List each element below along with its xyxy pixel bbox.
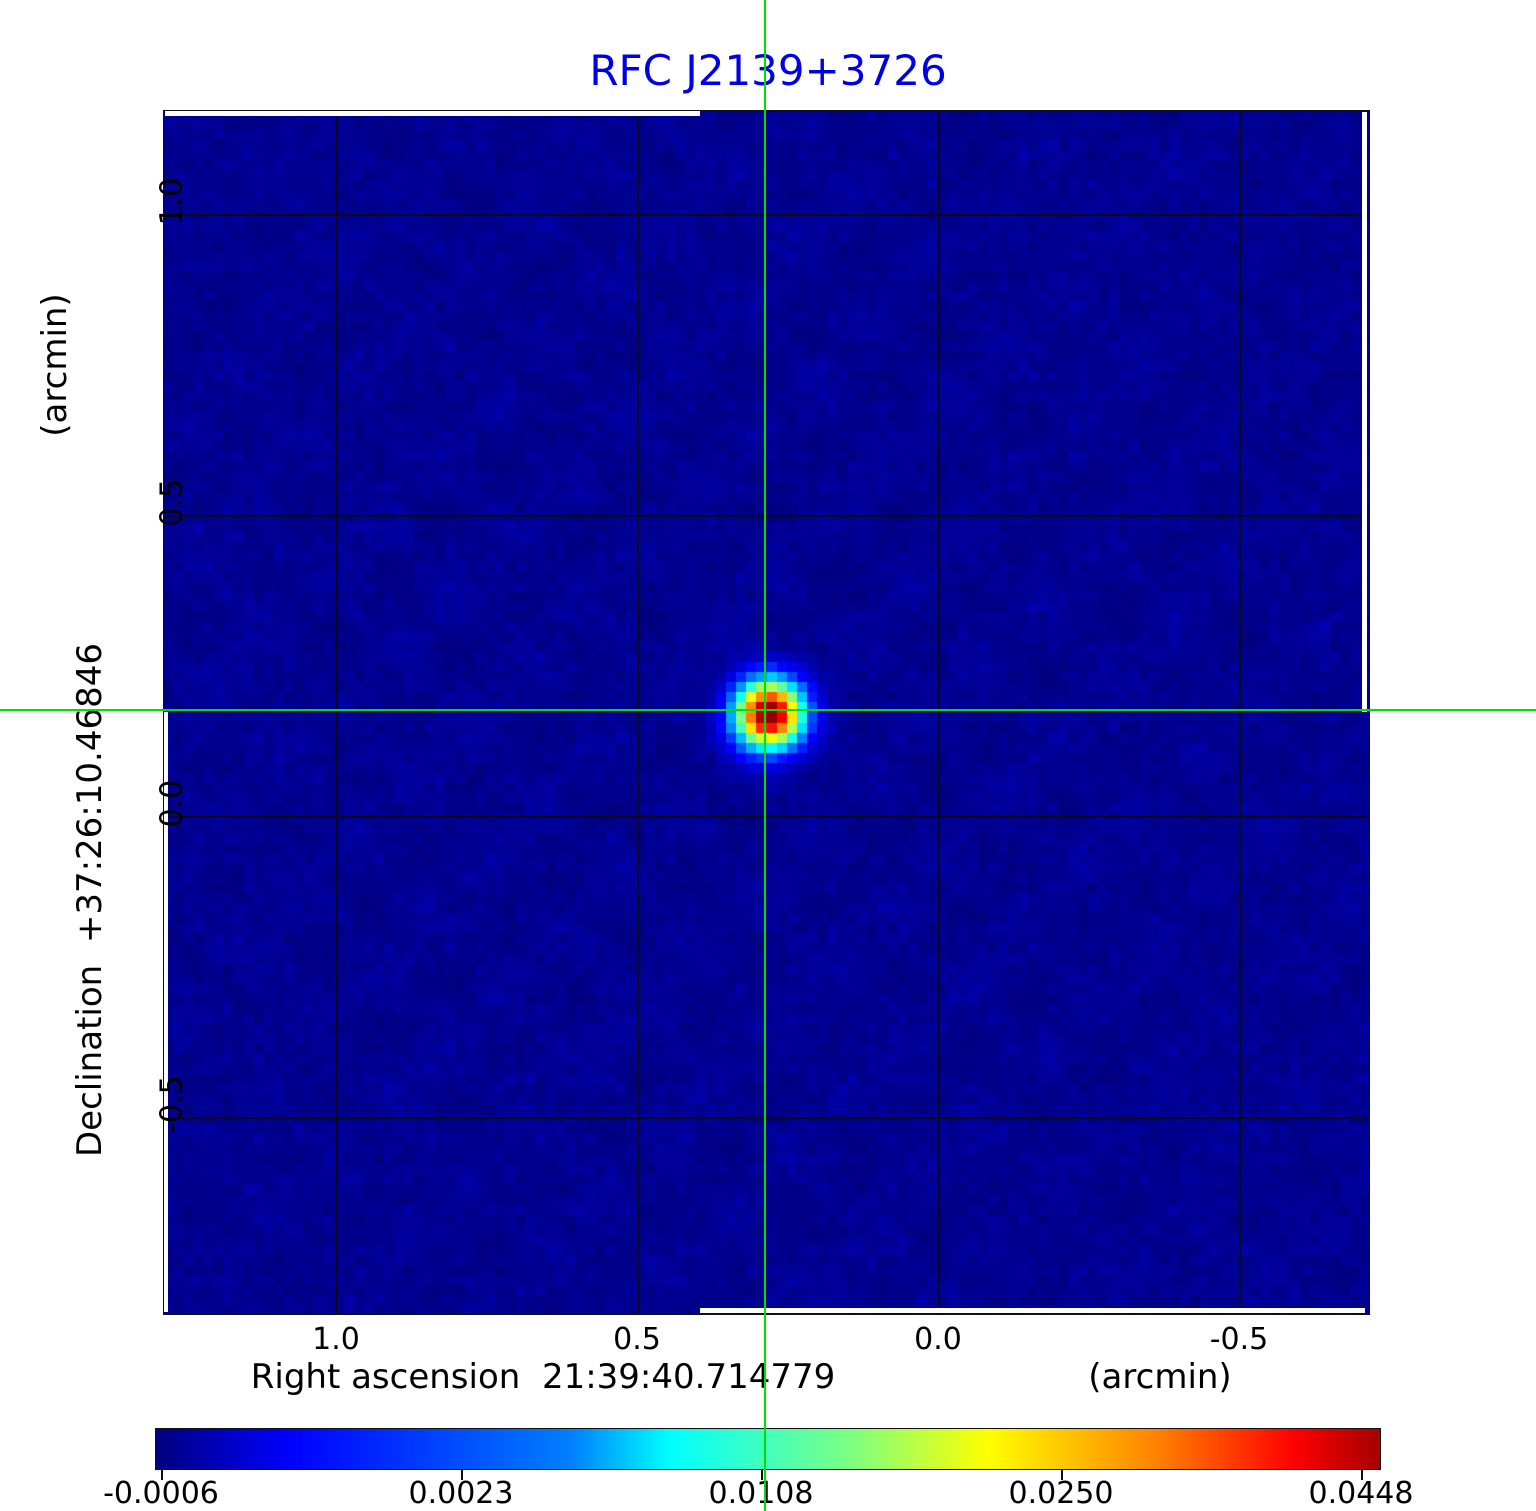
xtick-label: 1.0 [312,1322,360,1357]
radio-intensity-image[interactable] [163,110,1370,1315]
colorbar-tick [461,1470,463,1480]
colorbar-tick-label: 0.0108 [708,1476,814,1511]
colorbar-gradient[interactable] [155,1428,1381,1470]
radio-map-plot-area[interactable] [163,110,1370,1315]
colorbar-tick [761,1470,763,1480]
gridline-vertical [336,110,338,1315]
colorbar[interactable] [155,1428,1381,1480]
x-axis-reference: 21:39:40.714779 [541,1357,836,1397]
colorbar-tick-label: -0.0006 [103,1476,219,1511]
y-axis-reference: +37:26:10.46846 [70,643,110,944]
page-title: RFC J2139+3726 [589,46,947,95]
ytick-label: -0.5 [154,1075,190,1134]
colorbar-tick-label: 0.0023 [408,1476,514,1511]
gridline-vertical [1239,110,1241,1315]
colorbar-tick [161,1470,163,1480]
y-axis-label: Declination +37:26:10.46846 [70,500,110,1300]
gridline-vertical [938,110,940,1315]
x-axis-label-text: Right ascension [250,1357,521,1397]
ytick-label: 0.0 [154,779,190,828]
colorbar-tick-label: 0.0250 [1008,1476,1114,1511]
colorbar-tick [1061,1470,1063,1480]
gridline-vertical [637,110,639,1315]
gridline-horizontal [163,515,1370,517]
y-axis-label-text: Declination [70,964,110,1157]
y-axis-unit: (arcmin) [35,293,75,437]
x-axis-label: Right ascension 21:39:40.714779 [163,1357,923,1397]
ytick-label: 1.0 [154,177,190,226]
gridline-horizontal [163,816,1370,818]
colorbar-tick [1361,1470,1363,1480]
xtick-label: 0.5 [613,1322,661,1357]
gridline-horizontal [163,1117,1370,1119]
colorbar-tick-label: 0.0448 [1308,1476,1414,1511]
xtick-label: -0.5 [1209,1322,1269,1357]
gridline-horizontal [163,214,1370,216]
ytick-label: 0.5 [154,478,190,527]
x-axis-unit: (arcmin) [1088,1357,1232,1397]
xtick-label: 0.0 [914,1322,962,1357]
